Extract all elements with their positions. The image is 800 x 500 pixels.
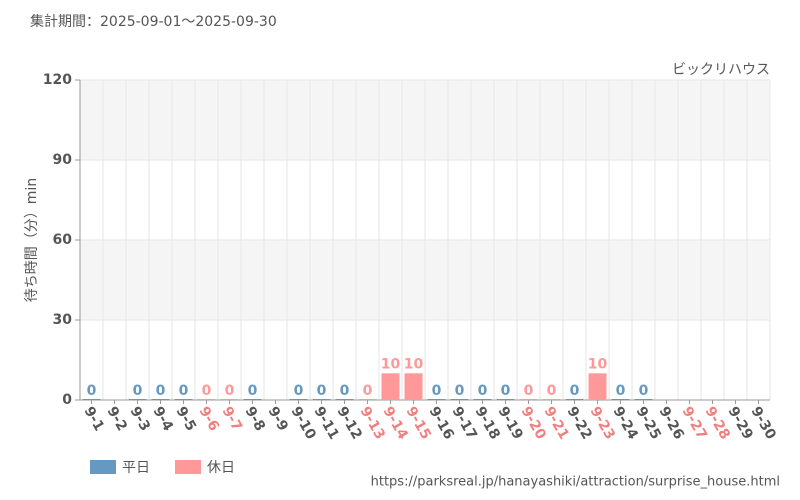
bar (565, 399, 584, 400)
y-tick-label: 30 (53, 312, 73, 328)
value-label: 0 (616, 383, 626, 399)
y-tick-label: 120 (43, 72, 72, 88)
y-tick-label: 60 (53, 232, 73, 248)
value-label: 0 (87, 383, 97, 399)
y-tick-label: 0 (62, 392, 72, 408)
legend-label: 平日 (122, 460, 150, 476)
bar (496, 399, 515, 400)
value-label: 10 (588, 356, 608, 372)
bar (404, 373, 423, 400)
bar (611, 399, 630, 400)
value-label: 0 (202, 383, 212, 399)
bar (473, 399, 492, 400)
bar (312, 399, 331, 400)
value-label: 0 (225, 383, 235, 399)
bar (634, 399, 653, 400)
legend-swatch (90, 460, 116, 474)
legend-label: 休日 (207, 460, 235, 476)
y-tick-label: 90 (53, 152, 73, 168)
value-label: 0 (570, 383, 580, 399)
bar (197, 399, 216, 400)
value-label: 0 (639, 383, 649, 399)
bar (358, 399, 377, 400)
value-label: 0 (547, 383, 557, 399)
x-tick-label: 9-2 (104, 404, 131, 434)
bar (519, 399, 538, 400)
value-label: 0 (156, 383, 166, 399)
value-label: 0 (248, 383, 258, 399)
bar (220, 399, 239, 400)
chart-title: 集計期間：2025-09-01～2025-09-30 (30, 13, 277, 30)
chart-subtitle: ビックリハウス (672, 62, 770, 78)
value-label: 0 (478, 383, 488, 399)
bar (174, 399, 193, 400)
value-label: 0 (317, 383, 327, 399)
value-label: 0 (501, 383, 511, 399)
x-tick-label: 9-3 (127, 404, 154, 434)
value-label: 10 (404, 356, 424, 372)
bar (128, 399, 147, 400)
x-tick-label: 9-5 (173, 404, 200, 434)
bar (381, 373, 400, 400)
bar (243, 399, 262, 400)
bar (427, 399, 446, 400)
source-url: https://parksreal.jp/hanayashiki/attract… (371, 475, 780, 490)
value-label: 0 (432, 383, 442, 399)
bar (450, 399, 469, 400)
value-label: 10 (381, 356, 401, 372)
x-tick-label: 9-8 (242, 404, 269, 434)
x-tick-label: 9-7 (219, 404, 246, 434)
value-label: 0 (179, 383, 189, 399)
bar (588, 373, 607, 400)
legend-swatch (175, 460, 201, 474)
value-label: 0 (363, 383, 373, 399)
bar (542, 399, 561, 400)
value-label: 0 (133, 383, 143, 399)
x-tick-label: 9-1 (81, 404, 108, 434)
y-axis-label: 待ち時間（分）min (24, 178, 40, 302)
x-tick-label: 9-30 (748, 404, 780, 443)
bar (151, 399, 170, 400)
x-tick-label: 9-6 (196, 404, 223, 434)
x-tick-label: 9-4 (150, 404, 177, 434)
bar (82, 399, 101, 400)
bar (335, 399, 354, 400)
value-label: 0 (455, 383, 465, 399)
value-label: 0 (294, 383, 304, 399)
x-tick-label: 9-9 (265, 404, 292, 434)
value-label: 0 (340, 383, 350, 399)
bar (289, 399, 308, 400)
value-label: 0 (524, 383, 534, 399)
